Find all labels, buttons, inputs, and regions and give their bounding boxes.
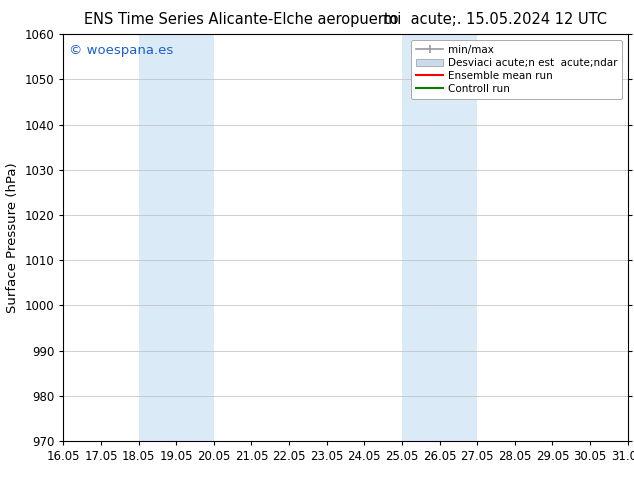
- Bar: [139, 34, 214, 441]
- Legend: min/max, Desviaci acute;n est  acute;ndar, Ensemble mean run, Controll run: min/max, Desviaci acute;n est acute;ndar…: [411, 40, 623, 99]
- Text: mi  acute;. 15.05.2024 12 UTC: mi acute;. 15.05.2024 12 UTC: [382, 12, 607, 27]
- Text: ENS Time Series Alicante-Elche aeropuerto: ENS Time Series Alicante-Elche aeropuert…: [84, 12, 398, 27]
- Y-axis label: Surface Pressure (hPa): Surface Pressure (hPa): [6, 162, 19, 313]
- Bar: [402, 34, 477, 441]
- Text: © woespana.es: © woespana.es: [69, 45, 173, 57]
